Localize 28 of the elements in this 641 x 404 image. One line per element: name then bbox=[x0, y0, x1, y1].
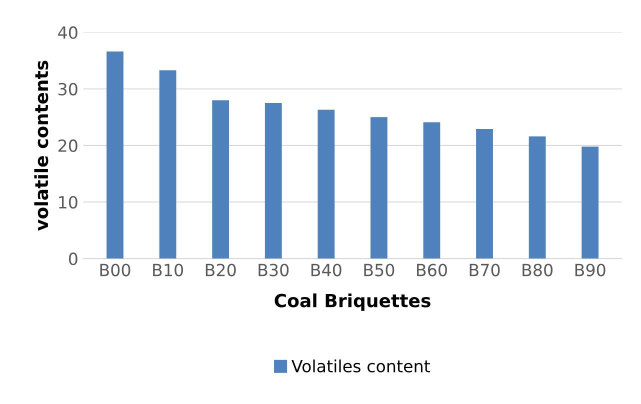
x-tick-label: B10 bbox=[153, 264, 184, 276]
bar bbox=[106, 52, 124, 259]
x-tick-label: B00 bbox=[100, 264, 130, 276]
x-tick-label: B50 bbox=[364, 264, 394, 276]
x-tick-label: B90 bbox=[575, 264, 606, 276]
bar bbox=[370, 117, 388, 259]
y-tick-label: 40 bbox=[58, 26, 78, 39]
bar bbox=[528, 136, 546, 259]
bar bbox=[212, 100, 230, 259]
y-tick-label: 30 bbox=[58, 82, 78, 96]
x-tick-label: B20 bbox=[206, 264, 236, 276]
x-tick-label: B70 bbox=[470, 264, 500, 276]
y-tick-label: 0 bbox=[68, 252, 78, 266]
bar bbox=[159, 70, 176, 259]
y-tick-label: 10 bbox=[59, 196, 78, 209]
x-tick-label: B40 bbox=[311, 264, 342, 276]
bar bbox=[582, 146, 599, 259]
x-tick-label: B60 bbox=[417, 264, 447, 276]
x-tick-label: B30 bbox=[258, 264, 289, 276]
x-tick-label: B80 bbox=[522, 264, 553, 276]
y-tick-label: 20 bbox=[58, 139, 78, 152]
y-axis-title: volatile contents bbox=[34, 60, 48, 231]
bar bbox=[318, 110, 335, 259]
bar bbox=[423, 122, 440, 259]
bar bbox=[476, 129, 493, 259]
legend-label: Volatiles content bbox=[292, 360, 430, 372]
bar bbox=[264, 103, 282, 259]
x-axis-title: Coal Briquettes bbox=[274, 293, 430, 311]
